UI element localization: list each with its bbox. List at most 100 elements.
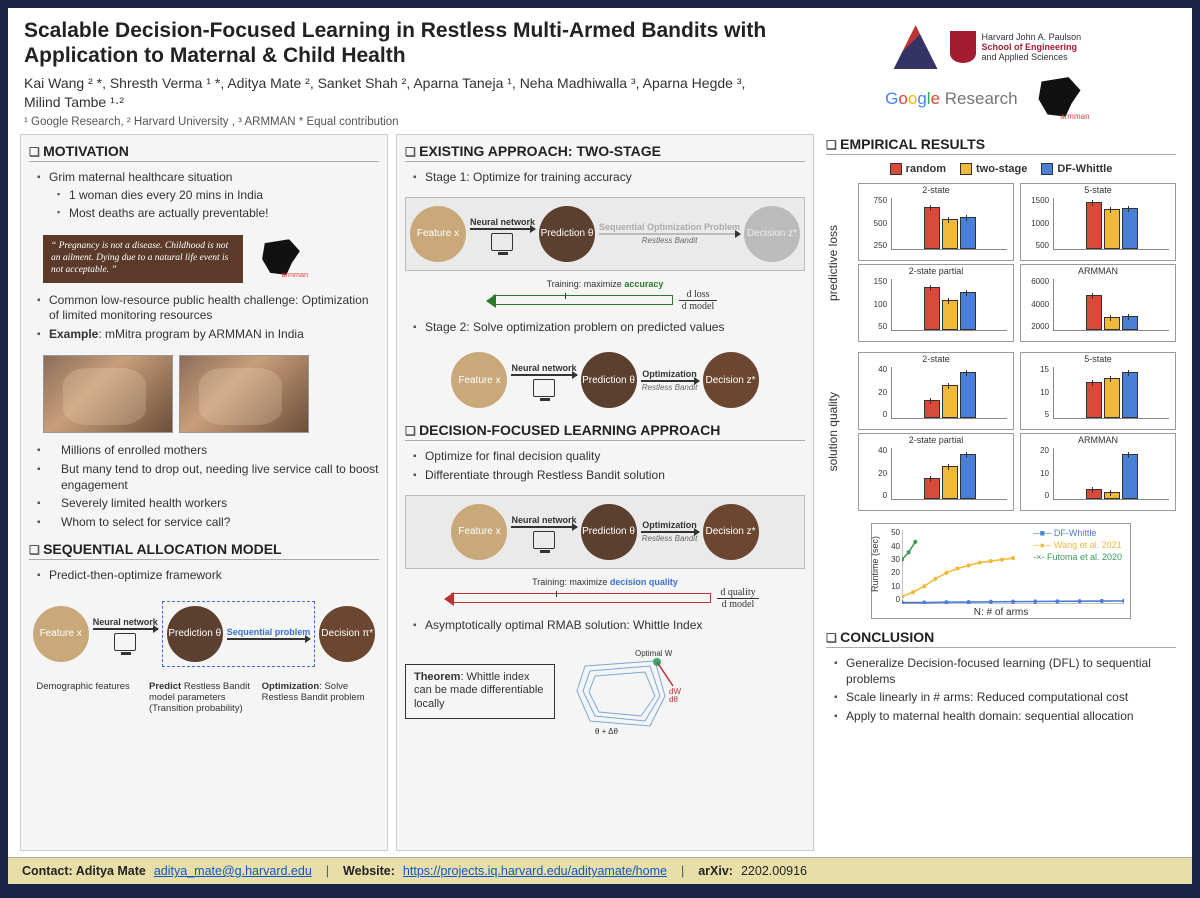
- quote-box: “ Pregnancy is not a disease. Childhood …: [43, 235, 243, 283]
- s1: Predict-then-optimize framework: [37, 568, 379, 584]
- affiliations: ¹ Google Research, ² Harvard University …: [24, 116, 779, 128]
- photo-healthworker-icon: [179, 355, 309, 433]
- computer-icon: [114, 633, 136, 651]
- m1b: Most deaths are actually preventable!: [57, 206, 379, 222]
- armman-logo-small-icon: [254, 239, 308, 279]
- legend-random-swatch-icon: [890, 163, 902, 175]
- poster-title: Scalable Decision-Focused Learning in Re…: [24, 18, 779, 68]
- body-columns: MOTIVATION Grim maternal healthcare situ…: [8, 134, 1192, 857]
- whittle-diagram-icon: Optimal W dW dθ θ + Δθ: [565, 646, 695, 736]
- authors: Kai Wang ² *, Shresth Verma ¹ *, Aditya …: [24, 74, 779, 112]
- cap2: Predict Restless Bandit model parameters…: [149, 681, 259, 714]
- mini-chart: 2-state40200: [858, 352, 1014, 430]
- p2-pred: Prediction θ: [581, 352, 637, 408]
- p1-rb: Restless Bandit: [642, 236, 698, 245]
- m1a: 1 woman dies every 20 mins in India: [57, 188, 379, 204]
- conclusion-list: Generalize Decision-focused learning (DF…: [826, 656, 1176, 727]
- motivation-heading: MOTIVATION: [29, 143, 379, 162]
- m4d: Whom to select for service call?: [37, 515, 379, 531]
- d2: Differentiate through Restless Bandit so…: [413, 468, 805, 484]
- mini-chart: 2-state partial40200: [858, 433, 1014, 511]
- header: Scalable Decision-Focused Learning in Re…: [8, 8, 1192, 134]
- empirical-heading: EMPIRICAL RESULTS: [826, 136, 1176, 155]
- legend-random: random: [906, 163, 946, 175]
- node-feature: Feature x: [33, 606, 89, 662]
- website-label: Website:: [343, 864, 395, 878]
- runtime-chart: Runtime (sec) 01020304050 ─■─ DF-Whittle…: [871, 523, 1131, 619]
- harvard-logo: Harvard John A. Paulson School of Engine…: [950, 31, 1082, 63]
- c3: Apply to maternal health domain: sequent…: [834, 709, 1176, 725]
- p2-rb: Restless Bandit: [642, 383, 698, 392]
- p3-pred: Prediction θ: [581, 504, 637, 560]
- p2-nn: Neural network: [511, 363, 576, 373]
- harvard-text: Harvard John A. Paulson School of Engine…: [982, 32, 1082, 63]
- pipeline-stage2: Feature x Neural network Prediction θ Op…: [405, 346, 805, 414]
- aaai-logo-icon: [894, 25, 938, 69]
- p3-opt: Optimization: [642, 520, 697, 530]
- dfl-heading: DECISION-FOCUSED LEARNING APPROACH: [405, 422, 805, 441]
- c2: Scale linearly in # arms: Reduced comput…: [834, 690, 1176, 706]
- train-accuracy-arrow: Training: maximize accuracy d lossd mode…: [405, 279, 805, 312]
- m3: : mMitra program by ARMMAN in India: [98, 327, 303, 341]
- d3: Asymptotically optimal RMAB solution: Wh…: [413, 618, 805, 634]
- poster: Scalable Decision-Focused Learning in Re…: [6, 6, 1194, 886]
- svg-text:dθ: dθ: [669, 695, 678, 704]
- harvard-line3: and Applied Sciences: [982, 52, 1068, 62]
- p3-rb: Restless Bandit: [642, 534, 698, 543]
- cap1: Demographic features: [36, 681, 146, 714]
- node-prediction: Prediction θ: [167, 606, 223, 662]
- arxiv-label: arXiv:: [698, 864, 733, 878]
- photo-row: [43, 355, 379, 433]
- harvard-line2: School of Engineering: [982, 42, 1082, 52]
- mini-chart: 2-state750500250: [858, 183, 1014, 261]
- photo-mothers-icon: [43, 355, 173, 433]
- mini-chart: 5-state15105: [1020, 352, 1176, 430]
- contact-label: Contact: Aditya Mate: [22, 864, 146, 878]
- predictive-loss-grid: predictive loss 2-state7505002505-state1…: [826, 183, 1176, 342]
- contact-link[interactable]: aditya_mate@g.harvard.edu: [154, 864, 312, 878]
- runtime-ylabel: Runtime (sec): [870, 524, 880, 604]
- legend-two-swatch-icon: [960, 163, 972, 175]
- motivation-list: Grim maternal healthcare situation 1 wom…: [29, 170, 379, 225]
- motivation-list-3: Millions of enrolled mothers But many te…: [29, 443, 379, 533]
- logo-row-1: Harvard John A. Paulson School of Engine…: [894, 25, 1082, 69]
- m2: Common low-resource public health challe…: [37, 293, 379, 324]
- logos: Harvard John A. Paulson School of Engine…: [799, 18, 1176, 128]
- theorem-row: Theorem: Whittle index can be made diffe…: [405, 646, 805, 736]
- m1-text: Grim maternal healthcare situation: [49, 170, 232, 184]
- p2-opt: Optimization: [642, 369, 697, 379]
- mini-chart: 2-state partial15010050: [858, 264, 1014, 342]
- existing-heading: EXISTING APPROACH: TWO-STAGE: [405, 143, 805, 162]
- harvard-line1: Harvard John A. Paulson: [982, 32, 1082, 42]
- p2-feature: Feature x: [451, 352, 507, 408]
- seq-label: Sequential problem: [227, 627, 311, 637]
- pipeline-dfl: Feature x Neural network Prediction θ Op…: [405, 495, 805, 569]
- seq-alloc-heading: SEQUENTIAL ALLOCATION MODEL: [29, 541, 379, 560]
- p1-nn: Neural network: [470, 217, 535, 227]
- computer-icon: [533, 531, 555, 549]
- motivation-list-2: Common low-resource public health challe…: [29, 293, 379, 346]
- p1-opt: Sequential Optimization Problem: [599, 222, 740, 232]
- mini-chart: 5-state15001000500: [1020, 183, 1176, 261]
- p3-nn: Neural network: [511, 515, 576, 525]
- e2: Stage 2: Solve optimization problem on p…: [413, 320, 805, 336]
- wh-opt-label: Optimal W: [635, 649, 673, 658]
- legend-two: two-stage: [976, 163, 1027, 175]
- runtime-xlabel: N: # of arms: [872, 607, 1130, 618]
- ylabel-loss: predictive loss: [826, 225, 852, 301]
- logo-row-2: Google Research: [885, 77, 1089, 121]
- conclusion-heading: CONCLUSION: [826, 629, 1176, 648]
- chart-legend: random two-stage DF-Whittle: [826, 163, 1176, 175]
- computer-icon: [491, 233, 513, 251]
- harvard-shield-icon: [950, 31, 976, 63]
- column-middle: EXISTING APPROACH: TWO-STAGE Stage 1: Op…: [396, 134, 814, 851]
- pipeline-stage1: Feature x Neural network Prediction θ Se…: [405, 197, 805, 271]
- mini-chart: ARMMAN600040002000: [1020, 264, 1176, 342]
- website-link[interactable]: https://projects.iq.harvard.edu/adityama…: [403, 864, 667, 878]
- d1: Optimize for final decision quality: [413, 449, 805, 465]
- p3-feature: Feature x: [451, 504, 507, 560]
- e1: Stage 1: Optimize for training accuracy: [413, 170, 805, 186]
- runtime-yticks: 01020304050: [882, 528, 900, 604]
- mini-chart: ARMMAN20100: [1020, 433, 1176, 511]
- pipe-captions: Demographic features Predict Restless Ba…: [29, 681, 379, 714]
